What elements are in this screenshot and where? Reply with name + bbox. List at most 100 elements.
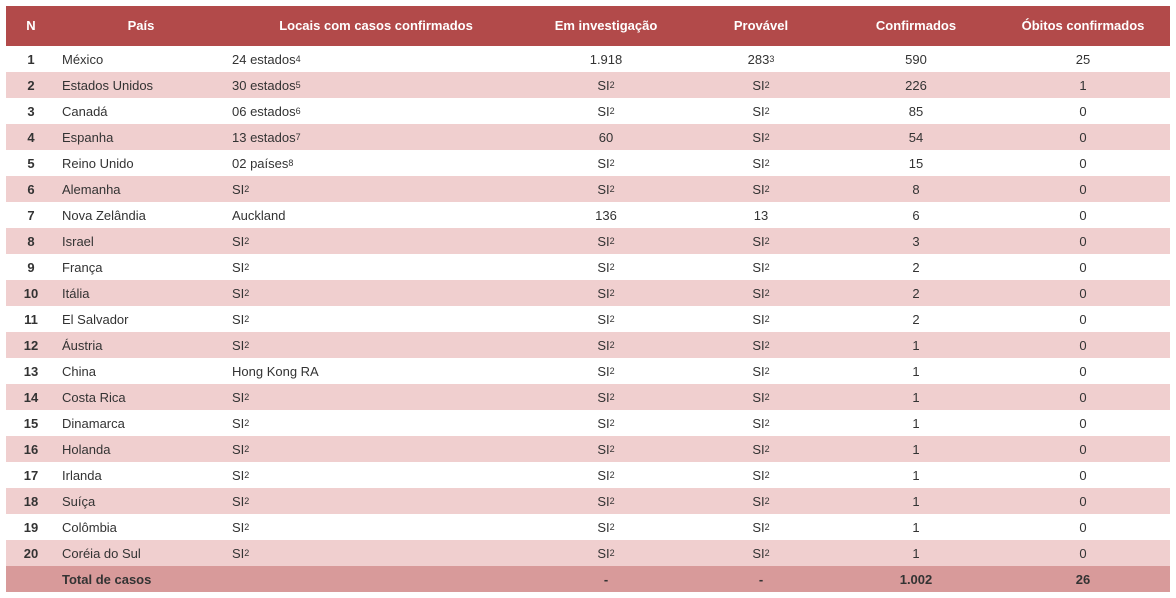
col-header-n: N xyxy=(6,15,56,37)
cell-locais: SI2 xyxy=(226,387,526,408)
cell-inv: SI2 xyxy=(526,231,686,252)
total-prov: - xyxy=(686,569,836,590)
cell-conf: 1 xyxy=(836,517,996,538)
cell-obit: 0 xyxy=(996,543,1170,564)
cell-n: 15 xyxy=(6,413,56,434)
cell-conf: 1 xyxy=(836,361,996,382)
col-header-locais: Locais com casos confirmados xyxy=(226,15,526,37)
total-conf: 1.002 xyxy=(836,569,996,590)
cell-pais: Irlanda xyxy=(56,465,226,486)
cell-obit: 0 xyxy=(996,387,1170,408)
cell-inv: SI2 xyxy=(526,75,686,96)
cell-locais: SI2 xyxy=(226,465,526,486)
table-row: 11El SalvadorSI2SI2SI220 xyxy=(6,306,1170,332)
cell-locais: Hong Kong RA xyxy=(226,361,526,382)
table-row: 17IrlandaSI2SI2SI210 xyxy=(6,462,1170,488)
cell-inv: SI2 xyxy=(526,257,686,278)
cell-n: 2 xyxy=(6,75,56,96)
cell-inv: 136 xyxy=(526,205,686,226)
cell-obit: 0 xyxy=(996,413,1170,434)
cell-pais: Nova Zelândia xyxy=(56,205,226,226)
total-n xyxy=(6,576,56,582)
cell-prov: SI2 xyxy=(686,517,836,538)
cell-locais: SI2 xyxy=(226,517,526,538)
col-header-investigacao: Em investigação xyxy=(526,15,686,37)
cell-inv: SI2 xyxy=(526,309,686,330)
cell-n: 3 xyxy=(6,101,56,122)
cell-pais: Costa Rica xyxy=(56,387,226,408)
cell-conf: 1 xyxy=(836,543,996,564)
cell-conf: 2 xyxy=(836,283,996,304)
total-inv: - xyxy=(526,569,686,590)
cell-n: 20 xyxy=(6,543,56,564)
cell-inv: SI2 xyxy=(526,179,686,200)
table-row: 3Canadá06 estados6SI2SI2850 xyxy=(6,98,1170,124)
cell-prov: SI2 xyxy=(686,231,836,252)
cell-obit: 0 xyxy=(996,361,1170,382)
table-row: 8IsraelSI2SI2SI230 xyxy=(6,228,1170,254)
cell-prov: SI2 xyxy=(686,335,836,356)
cell-locais: 06 estados6 xyxy=(226,101,526,122)
cell-conf: 3 xyxy=(836,231,996,252)
cell-prov: SI2 xyxy=(686,101,836,122)
cell-n: 5 xyxy=(6,153,56,174)
cell-conf: 85 xyxy=(836,101,996,122)
cell-pais: México xyxy=(56,49,226,70)
cell-conf: 1 xyxy=(836,439,996,460)
cell-n: 18 xyxy=(6,491,56,512)
cell-prov: 2833 xyxy=(686,49,836,70)
cell-locais: SI2 xyxy=(226,231,526,252)
cell-locais: SI2 xyxy=(226,257,526,278)
cell-conf: 226 xyxy=(836,75,996,96)
cell-obit: 0 xyxy=(996,205,1170,226)
cell-prov: SI2 xyxy=(686,439,836,460)
table-body: 1México24 estados41.9182833590252Estados… xyxy=(6,46,1170,566)
cell-inv: SI2 xyxy=(526,543,686,564)
total-locais xyxy=(226,576,526,582)
table-row: 5Reino Unido02 países8SI2SI2150 xyxy=(6,150,1170,176)
cases-table: N País Locais com casos confirmados Em i… xyxy=(6,6,1170,592)
cell-pais: Reino Unido xyxy=(56,153,226,174)
cell-inv: SI2 xyxy=(526,465,686,486)
cell-locais: 24 estados4 xyxy=(226,49,526,70)
cell-locais: SI2 xyxy=(226,283,526,304)
cell-prov: SI2 xyxy=(686,309,836,330)
cell-n: 9 xyxy=(6,257,56,278)
cell-prov: SI2 xyxy=(686,413,836,434)
cell-inv: SI2 xyxy=(526,361,686,382)
table-row: 6AlemanhaSI2SI2SI280 xyxy=(6,176,1170,202)
cell-obit: 0 xyxy=(996,309,1170,330)
cell-prov: SI2 xyxy=(686,127,836,148)
cell-obit: 0 xyxy=(996,101,1170,122)
cell-conf: 8 xyxy=(836,179,996,200)
table-row: 15DinamarcaSI2SI2SI210 xyxy=(6,410,1170,436)
cell-prov: SI2 xyxy=(686,491,836,512)
cell-obit: 0 xyxy=(996,465,1170,486)
cell-obit: 0 xyxy=(996,231,1170,252)
cell-n: 7 xyxy=(6,205,56,226)
cell-pais: Coréia do Sul xyxy=(56,543,226,564)
cell-conf: 54 xyxy=(836,127,996,148)
cell-pais: Estados Unidos xyxy=(56,75,226,96)
cell-prov: SI2 xyxy=(686,75,836,96)
cell-obit: 0 xyxy=(996,491,1170,512)
cell-prov: SI2 xyxy=(686,543,836,564)
cell-pais: Alemanha xyxy=(56,179,226,200)
cell-obit: 0 xyxy=(996,127,1170,148)
cell-inv: SI2 xyxy=(526,439,686,460)
table-row: 14Costa RicaSI2SI2SI210 xyxy=(6,384,1170,410)
cell-prov: 13 xyxy=(686,205,836,226)
cell-locais: 13 estados7 xyxy=(226,127,526,148)
table-row: 19ColômbiaSI2SI2SI210 xyxy=(6,514,1170,540)
cell-pais: Áustria xyxy=(56,335,226,356)
cell-n: 16 xyxy=(6,439,56,460)
col-header-obitos: Óbitos confirmados xyxy=(996,15,1170,37)
cell-conf: 1 xyxy=(836,465,996,486)
cell-conf: 15 xyxy=(836,153,996,174)
cell-prov: SI2 xyxy=(686,179,836,200)
cell-pais: Itália xyxy=(56,283,226,304)
cell-inv: SI2 xyxy=(526,413,686,434)
cell-obit: 0 xyxy=(996,335,1170,356)
cell-locais: SI2 xyxy=(226,335,526,356)
cell-pais: Suíça xyxy=(56,491,226,512)
